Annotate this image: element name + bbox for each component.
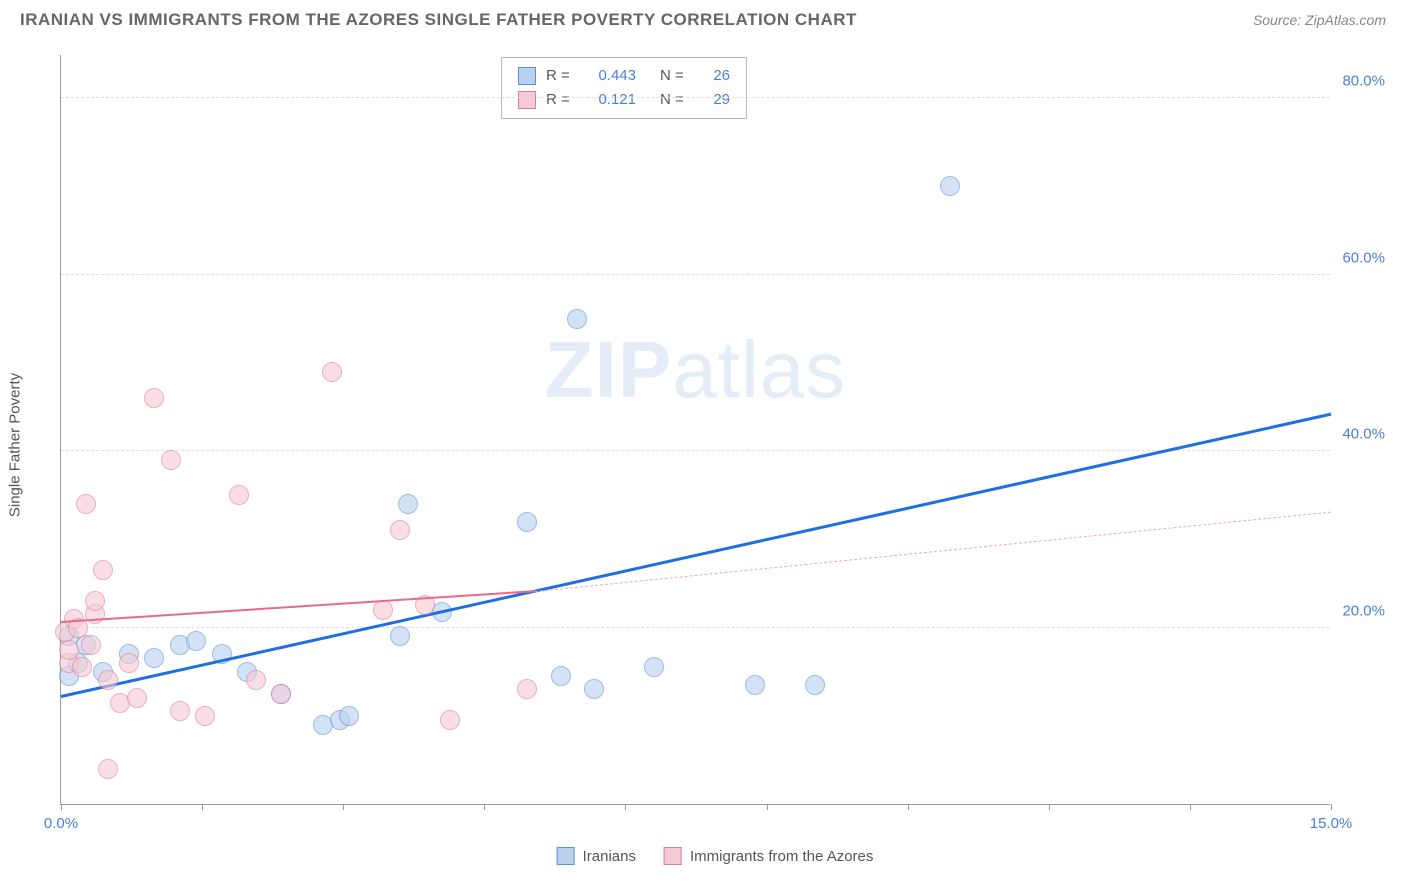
data-point xyxy=(195,706,215,726)
grid-line xyxy=(61,274,1330,275)
data-point xyxy=(398,494,418,514)
r-label: R = xyxy=(546,88,576,112)
data-point xyxy=(170,701,190,721)
stats-row: R = 0.443 N = 26 xyxy=(518,64,730,88)
chart-source: Source: ZipAtlas.com xyxy=(1253,12,1386,28)
data-point xyxy=(85,591,105,611)
r-value: 0.443 xyxy=(586,64,636,88)
data-point xyxy=(59,640,79,660)
data-point xyxy=(940,176,960,196)
data-point xyxy=(81,635,101,655)
data-point xyxy=(76,494,96,514)
n-value: 26 xyxy=(700,64,730,88)
y-tick-label: 80.0% xyxy=(1342,73,1385,90)
r-label: R = xyxy=(546,64,576,88)
y-tick-label: 40.0% xyxy=(1342,426,1385,443)
trend-line xyxy=(535,512,1331,592)
legend-item: Iranians xyxy=(557,847,636,865)
data-point xyxy=(144,648,164,668)
x-tick xyxy=(61,804,62,810)
grid-line xyxy=(61,450,1330,451)
series-swatch xyxy=(518,91,536,109)
data-point xyxy=(127,688,147,708)
y-axis-label: Single Father Poverty xyxy=(7,373,24,517)
trend-line xyxy=(61,413,1332,698)
x-tick xyxy=(1331,804,1332,810)
data-point xyxy=(322,362,342,382)
data-point xyxy=(745,675,765,695)
x-tick xyxy=(484,804,485,810)
watermark: ZIPatlas xyxy=(545,324,846,416)
data-point xyxy=(390,626,410,646)
data-point xyxy=(517,512,537,532)
stats-box: R = 0.443 N = 26 R = 0.121 N = 29 xyxy=(501,57,747,119)
legend-label: Immigrants from the Azores xyxy=(690,848,873,865)
n-value: 29 xyxy=(700,88,730,112)
series-swatch xyxy=(518,67,536,85)
plot-area: ZIPatlas R =0.443N =26R =0.121N =29 20.0… xyxy=(60,55,1330,805)
data-point xyxy=(72,657,92,677)
data-point xyxy=(161,450,181,470)
data-point xyxy=(271,684,291,704)
chart-title: IRANIAN VS IMMIGRANTS FROM THE AZORES SI… xyxy=(20,10,857,30)
data-point xyxy=(551,666,571,686)
chart-header: IRANIAN VS IMMIGRANTS FROM THE AZORES SI… xyxy=(0,0,1406,30)
data-point xyxy=(644,657,664,677)
y-tick-label: 60.0% xyxy=(1342,249,1385,266)
data-point xyxy=(440,710,460,730)
data-point xyxy=(584,679,604,699)
legend-swatch xyxy=(557,847,575,865)
data-point xyxy=(567,309,587,329)
n-label: N = xyxy=(660,88,690,112)
watermark-bold: ZIP xyxy=(545,325,672,414)
x-tick-label: 15.0% xyxy=(1310,815,1353,832)
x-tick xyxy=(343,804,344,810)
r-value: 0.121 xyxy=(586,88,636,112)
data-point xyxy=(144,388,164,408)
y-tick-label: 20.0% xyxy=(1342,602,1385,619)
x-tick-label: 0.0% xyxy=(44,815,78,832)
data-point xyxy=(246,670,266,690)
grid-line xyxy=(61,97,1330,98)
x-tick xyxy=(908,804,909,810)
chart-container: Single Father Poverty ZIPatlas R =0.443N… xyxy=(50,55,1380,835)
data-point xyxy=(390,520,410,540)
data-point xyxy=(186,631,206,651)
x-tick xyxy=(625,804,626,810)
x-tick xyxy=(767,804,768,810)
data-point xyxy=(805,675,825,695)
legend-item: Immigrants from the Azores xyxy=(664,847,873,865)
legend-label: Iranians xyxy=(583,848,636,865)
n-label: N = xyxy=(660,64,690,88)
data-point xyxy=(119,653,139,673)
data-point xyxy=(339,706,359,726)
data-point xyxy=(229,485,249,505)
x-tick xyxy=(202,804,203,810)
data-point xyxy=(373,600,393,620)
legend-swatch xyxy=(664,847,682,865)
x-tick xyxy=(1049,804,1050,810)
x-tick xyxy=(1190,804,1191,810)
stats-row: R = 0.121 N = 29 xyxy=(518,88,730,112)
legend: Iranians Immigrants from the Azores xyxy=(557,847,874,865)
data-point xyxy=(517,679,537,699)
watermark-thin: atlas xyxy=(672,325,846,414)
data-point xyxy=(98,670,118,690)
data-point xyxy=(93,560,113,580)
data-point xyxy=(98,759,118,779)
grid-line xyxy=(61,627,1330,628)
